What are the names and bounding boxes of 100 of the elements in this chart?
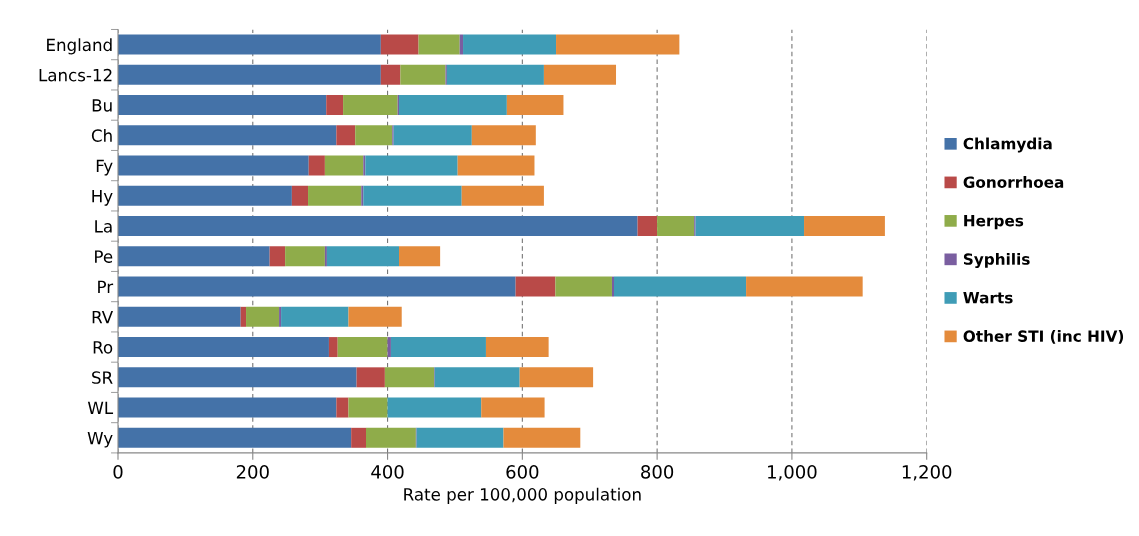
bar [400,64,446,85]
y-tick-label: RV [92,311,113,324]
x-tick-label: 400 [371,465,404,479]
bar [118,337,329,358]
bar [348,397,388,418]
bar [695,216,805,237]
bar [637,216,658,237]
bar [336,125,356,146]
y-tick-label: Fy [96,159,113,176]
y-tick-label: Lancs-12 [39,68,112,82]
bar [515,276,556,297]
bar [461,185,544,206]
x-tick-label: 1,000 [768,465,817,481]
bar [365,155,458,176]
bar [746,276,863,297]
bar [519,367,594,388]
legend-label: Syphilis [963,253,1030,268]
bar [399,246,441,267]
bar [118,95,327,116]
bar [416,427,504,448]
x-tick-label: 200 [236,465,269,479]
bar [399,95,507,116]
bar [118,397,337,418]
bar [118,246,270,267]
bar [503,427,581,448]
bar [387,397,482,418]
bar [118,34,381,55]
bar [366,427,416,448]
x-axis-title: Rate per 100,000 population [404,487,641,504]
bar [543,64,617,85]
bar [611,276,614,297]
bar [285,246,325,267]
legend-label: Warts [963,292,1013,304]
y-tick-label: Ro [93,341,113,354]
bar [118,64,381,85]
bar [291,185,309,206]
bar [614,276,747,297]
bar [118,185,292,206]
bar [506,95,564,116]
bar [308,185,362,206]
bar [281,306,349,327]
bar [118,427,352,448]
bar [434,367,520,388]
bar [328,337,338,358]
bar [384,367,435,388]
bar [337,337,388,358]
y-tick-label: Pr [98,280,114,293]
bar [355,125,393,146]
bar [118,125,337,146]
x-tick-label: 600 [506,465,539,479]
y-tick-label: Hy [92,190,113,206]
bar [481,397,545,418]
y-tick-label: Wy [87,431,113,448]
y-tick-label: La [95,220,112,233]
bar [393,125,472,146]
y-tick-label: Bu [92,99,112,112]
bar [363,185,462,206]
y-tick-label: Pe [95,250,113,263]
bar [363,155,366,176]
bar [343,95,398,116]
bar [390,337,486,358]
legend-label: Herpes [964,215,1024,230]
x-tick-label: 1,200 [902,465,952,481]
bar [387,337,391,358]
bar [471,125,536,146]
bar [324,155,364,176]
bar [556,34,680,55]
bar [457,155,535,176]
legend-label: Other STI (inc HIV) [963,330,1124,344]
bar [459,34,464,55]
bar [446,64,544,85]
bar [118,155,309,176]
bar [361,185,364,206]
bar [657,216,695,237]
bar [463,34,557,55]
bar [279,306,282,327]
bar [240,306,247,327]
bar [118,306,241,327]
bar [351,427,366,448]
y-tick-label: SR [92,371,113,384]
bar [118,367,357,388]
x-tick-label: 0 [113,465,123,479]
y-tick-label: Ch [91,129,112,142]
y-tick-label: England [47,38,112,55]
bar [118,276,516,297]
bar [380,34,419,55]
bar [118,216,638,237]
x-tick-label: 800 [641,465,674,479]
bar [246,306,280,327]
bar [324,246,327,267]
legend-label: Gonorrhoea [963,176,1064,188]
bar [555,276,612,297]
bar [336,397,349,418]
bar [326,246,400,267]
legend-label: Chlamydia [963,137,1052,153]
bar [348,306,402,327]
bar [356,367,385,388]
bar [380,64,401,85]
bar [418,34,460,55]
bar [326,95,344,116]
